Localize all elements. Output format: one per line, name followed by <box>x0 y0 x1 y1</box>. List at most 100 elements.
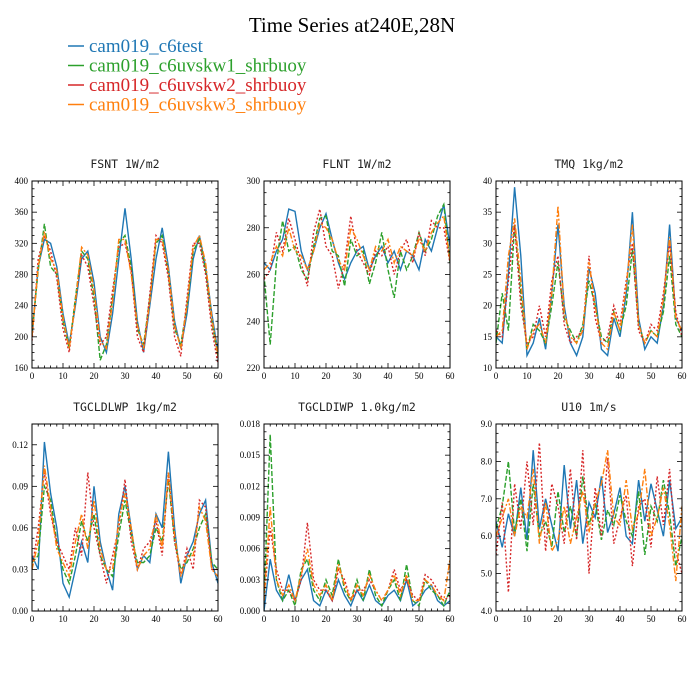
y-tick-label: 280 <box>247 223 261 233</box>
x-tick-label: 30 <box>121 614 131 624</box>
series-line <box>264 214 450 272</box>
series-line <box>264 507 450 604</box>
panel-title: FLNT 1W/m2 <box>322 157 391 171</box>
y-tick-label: 9.0 <box>481 419 493 429</box>
x-tick-label: 10 <box>523 371 533 381</box>
y-tick-label: 30 <box>483 238 493 248</box>
series-line <box>32 479 218 586</box>
x-tick-label: 60 <box>678 371 688 381</box>
panel-title: TGCLDIWP 1.0kg/m2 <box>298 400 416 414</box>
x-tick-label: 0 <box>262 614 267 624</box>
y-tick-label: 280 <box>15 270 29 280</box>
y-tick-label: 8.0 <box>481 456 493 466</box>
x-tick-label: 50 <box>183 371 193 381</box>
y-tick-label: 6.0 <box>481 531 493 541</box>
x-tick-label: 50 <box>183 614 193 624</box>
y-tick-label: 0.015 <box>240 450 261 460</box>
y-tick-label: 7.0 <box>481 494 493 504</box>
x-tick-label: 0 <box>30 614 35 624</box>
x-tick-label: 40 <box>152 371 162 381</box>
x-tick-label: 30 <box>585 614 595 624</box>
y-tick-label: 5.0 <box>481 569 493 579</box>
legend-label: cam019_c6uvskw2_shrbuoy <box>89 75 307 96</box>
y-tick-label: 0.00 <box>12 606 28 616</box>
x-tick-label: 0 <box>494 371 499 381</box>
panel-title: TGCLDLWP 1kg/m2 <box>73 400 177 414</box>
series-line <box>496 442 682 593</box>
series-line <box>32 223 218 361</box>
y-tick-label: 160 <box>15 363 29 373</box>
series-line <box>32 441 218 600</box>
x-tick-label: 60 <box>214 614 224 624</box>
x-tick-label: 20 <box>322 371 332 381</box>
y-tick-label: 40 <box>483 176 493 186</box>
y-tick-label: 240 <box>15 301 29 311</box>
x-tick-label: 60 <box>678 614 688 624</box>
legend-item: cam019_c6test <box>68 36 204 57</box>
y-tick-label: 25 <box>483 270 493 280</box>
x-tick-label: 60 <box>446 371 456 381</box>
legend-label: cam019_c6uvskw1_shrbuoy <box>89 56 307 77</box>
y-tick-label: 4.0 <box>481 606 493 616</box>
x-tick-label: 40 <box>384 371 394 381</box>
y-tick-label: 0.12 <box>12 440 28 450</box>
series-line <box>496 450 682 582</box>
x-tick-label: 0 <box>30 371 35 381</box>
x-tick-label: 30 <box>121 371 131 381</box>
plot-frame <box>31 423 219 612</box>
series-line <box>264 208 450 289</box>
series-line <box>496 224 682 350</box>
panels: FSNT 1W/m20 10 20 30 40 50 6016020024028032036… <box>12 157 687 624</box>
y-tick-label: 0.09 <box>12 481 28 491</box>
x-tick-label: 50 <box>647 614 657 624</box>
x-tick-label: 30 <box>353 614 363 624</box>
x-tick-label: 60 <box>446 614 456 624</box>
y-tick-label: 0.03 <box>12 564 28 574</box>
x-tick-label: 40 <box>616 371 626 381</box>
panel-title: TMQ 1kg/m2 <box>554 157 623 171</box>
y-tick-label: 20 <box>483 301 493 311</box>
plot-frame <box>263 180 451 369</box>
y-tick-label: 220 <box>247 363 261 373</box>
chart-panel: U10 1m/s 0 10 20 30 40 50 60 4.0 5.0 6.0 7.0 8.0 9.0 <box>481 400 687 624</box>
legend-item: cam019_c6uvskw2_shrbuoy <box>68 75 307 96</box>
x-tick-label: 60 <box>214 371 224 381</box>
x-tick-label: 0 <box>494 614 499 624</box>
legend-label: cam019_c6uvskw3_shrbuoy <box>89 95 307 116</box>
chart-panel: TGCLDLWP 1kg/m2 0 10 20 30 40 50 60 0.00 0.03 0.06… <box>12 400 223 624</box>
panel-title: U10 1m/s <box>561 400 616 414</box>
y-tick-label: 0.006 <box>240 544 261 554</box>
x-tick-label: 0 <box>262 371 267 381</box>
y-tick-label: 0.06 <box>12 523 28 533</box>
series-line <box>32 233 218 365</box>
series-line <box>264 434 450 609</box>
y-tick-label: 0.018 <box>240 419 261 429</box>
legend-item: cam019_c6uvskw1_shrbuoy <box>68 56 307 77</box>
series-line <box>264 202 450 345</box>
y-tick-label: 200 <box>15 332 29 342</box>
y-tick-label: 10 <box>483 363 493 373</box>
y-tick-label: 360 <box>15 207 29 217</box>
y-tick-label: 300 <box>247 176 261 186</box>
panel-title: FSNT 1W/m2 <box>90 157 159 171</box>
series-line <box>496 187 682 359</box>
chart-panel: FSNT 1W/m2 0 10 20 30 40 50 60 160 200 240 280 320 36… <box>15 157 224 381</box>
legend: cam019_c6testcam019_c6uvskw1_shrbuoycam0… <box>68 36 307 116</box>
x-tick-label: 50 <box>647 371 657 381</box>
y-tick-label: 240 <box>247 316 261 326</box>
series-line <box>496 224 682 345</box>
x-tick-label: 30 <box>353 371 363 381</box>
chart-panel: TGCLDIWP 1.0kg/m2 0 10 20 30 40 50 60 0.000 0.003… <box>240 400 455 624</box>
y-tick-label: 0.012 <box>240 481 260 491</box>
x-tick-label: 10 <box>291 371 301 381</box>
y-tick-label: 0.003 <box>240 575 261 585</box>
figure-title: Time Series at240E,28N <box>249 13 455 37</box>
x-tick-label: 40 <box>384 614 394 624</box>
x-tick-label: 20 <box>90 614 100 624</box>
x-tick-label: 50 <box>415 614 425 624</box>
y-tick-label: 35 <box>483 207 493 217</box>
series-line <box>32 208 218 356</box>
legend-item: cam019_c6uvskw3_shrbuoy <box>68 95 307 116</box>
